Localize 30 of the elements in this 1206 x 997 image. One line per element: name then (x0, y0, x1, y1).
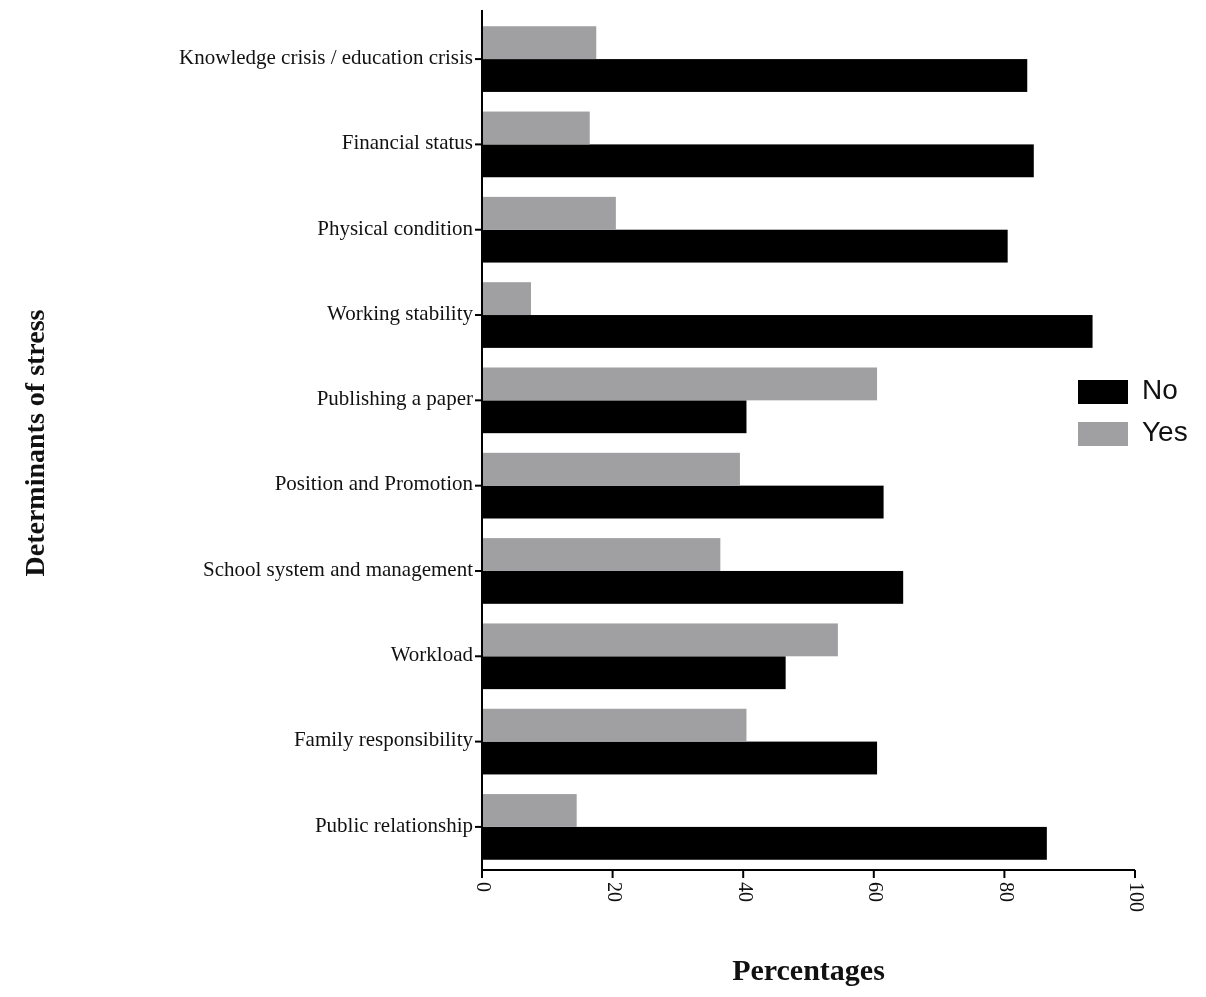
x-axis-title: Percentages (732, 953, 885, 986)
bar (482, 26, 597, 60)
bar (482, 367, 878, 401)
bar (482, 623, 838, 657)
y-tick-label: Knowledge crisis / education crisis (179, 44, 473, 69)
bar (482, 282, 531, 316)
y-axis-title: Determinants of stress (19, 309, 50, 577)
bar (482, 452, 740, 486)
y-tick-label: Financial status (341, 130, 473, 155)
legend-label: No (1142, 374, 1178, 406)
bar (482, 794, 577, 827)
bar (482, 708, 747, 742)
y-tick-label: Publishing a paper (316, 386, 473, 411)
x-tick-label: 100 (1126, 882, 1149, 912)
bar (482, 111, 590, 145)
x-tick-label: 20 (604, 882, 627, 902)
y-tick-label: Workload (390, 642, 474, 667)
bar (482, 538, 721, 571)
x-tick-label: 0 (473, 882, 496, 892)
y-tick-label: School system and management (202, 556, 474, 581)
legend-label: Yes (1142, 416, 1188, 448)
x-tick-label: 80 (995, 882, 1018, 902)
y-tick-label: Position and Promotion (274, 471, 474, 496)
y-tick-label: Public relationship (314, 812, 473, 837)
x-tick-label: 40 (734, 882, 757, 902)
y-tick-label: Family responsibility (293, 727, 474, 752)
x-tick-label: 60 (865, 882, 888, 902)
y-tick-label: Physical condition (317, 215, 474, 240)
bar (482, 196, 616, 230)
y-tick-label: Working stability (327, 300, 474, 325)
